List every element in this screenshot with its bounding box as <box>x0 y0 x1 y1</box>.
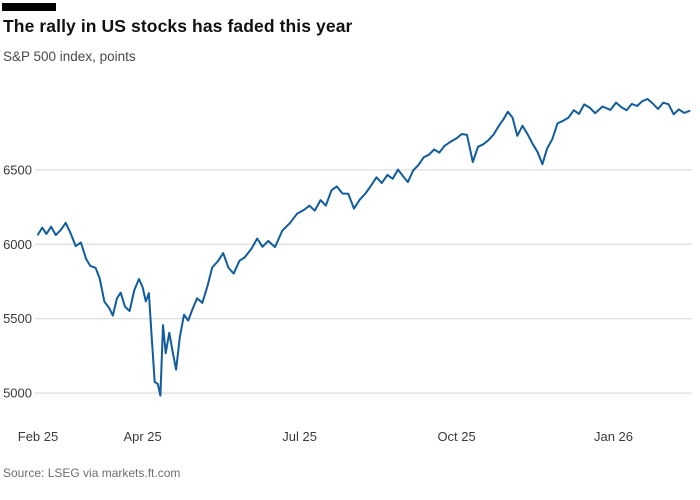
ft-black-flag <box>2 3 56 11</box>
chart-title: The rally in US stocks has faded this ye… <box>3 16 353 36</box>
x-tick-label: Feb 25 <box>18 429 58 444</box>
sp500-line-series <box>37 98 691 397</box>
y-tick-label: 6000 <box>3 237 32 252</box>
x-tick-label: Jul 25 <box>282 429 317 444</box>
source-note: Source: LSEG via markets.ft.com <box>3 466 181 480</box>
y-tick-label: 6500 <box>3 162 32 177</box>
x-tick-label: Jan 26 <box>594 429 633 444</box>
x-tick-label: Oct 25 <box>437 429 475 444</box>
y-tick-label: 5500 <box>3 311 32 326</box>
y-tick-label: 5000 <box>3 386 32 401</box>
x-tick-label: Apr 25 <box>123 429 161 444</box>
chart-subtitle: S&P 500 index, points <box>3 49 136 64</box>
